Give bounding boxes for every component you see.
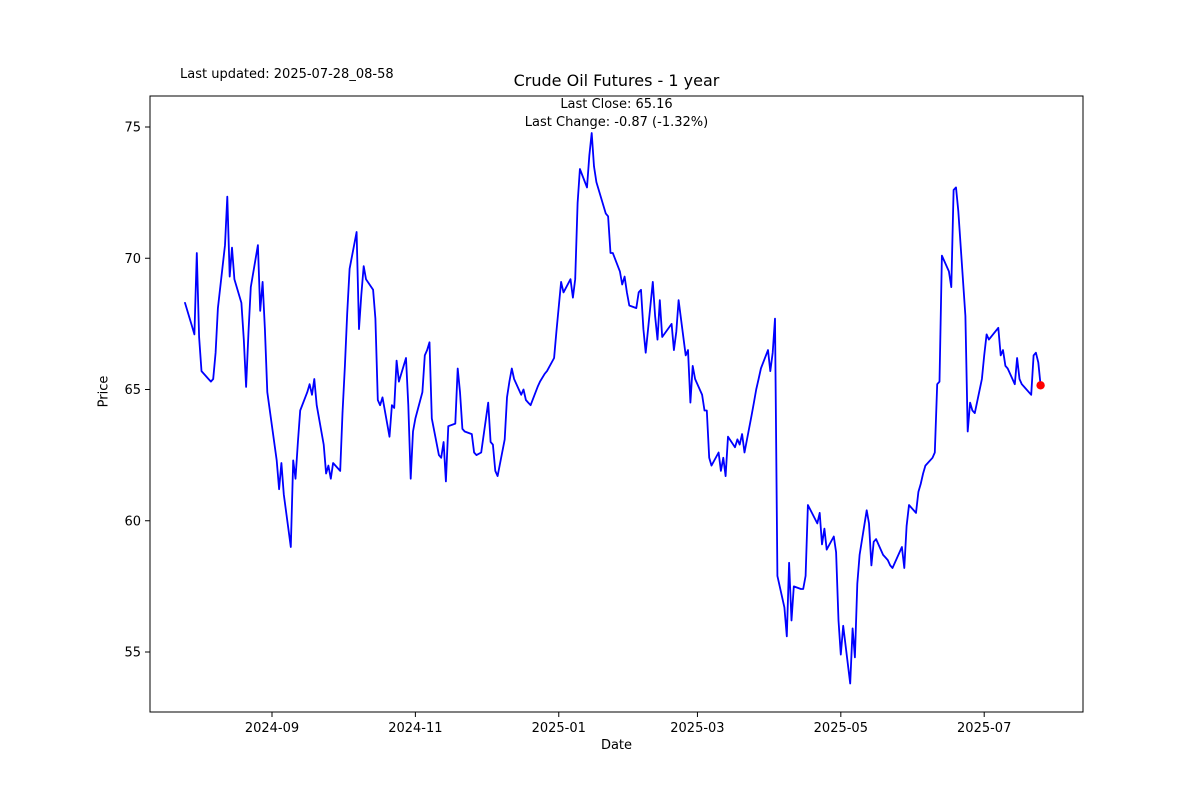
last-close-annotation: Last Close: 65.16 (560, 97, 673, 112)
y-tick-label: 65 (124, 383, 141, 398)
y-tick-label: 70 (124, 252, 141, 267)
x-tick-label: 2024-09 (245, 721, 299, 736)
price-line (184, 132, 1042, 685)
x-tick-label: 2025-05 (814, 721, 868, 736)
x-tick-label: 2025-07 (957, 721, 1011, 736)
last-change-annotation: Last Change: -0.87 (-1.32%) (524, 115, 709, 130)
last-close-marker (1036, 381, 1045, 390)
x-tick-label: 2025-01 (532, 721, 586, 736)
y-tick-label: 55 (124, 646, 141, 661)
last-updated-text: Last updated: 2025-07-28_08-58 (180, 67, 394, 82)
y-axis-label: Price (96, 375, 112, 408)
chart-title: Crude Oil Futures - 1 year (513, 71, 720, 90)
y-tick-label: 60 (124, 514, 141, 529)
x-axis-label: Date (600, 738, 633, 753)
axes-frame (149, 95, 1084, 713)
x-tick-label: 2025-03 (670, 721, 724, 736)
y-tick-label: 75 (124, 121, 141, 136)
x-tick-label: 2024-11 (388, 721, 442, 736)
